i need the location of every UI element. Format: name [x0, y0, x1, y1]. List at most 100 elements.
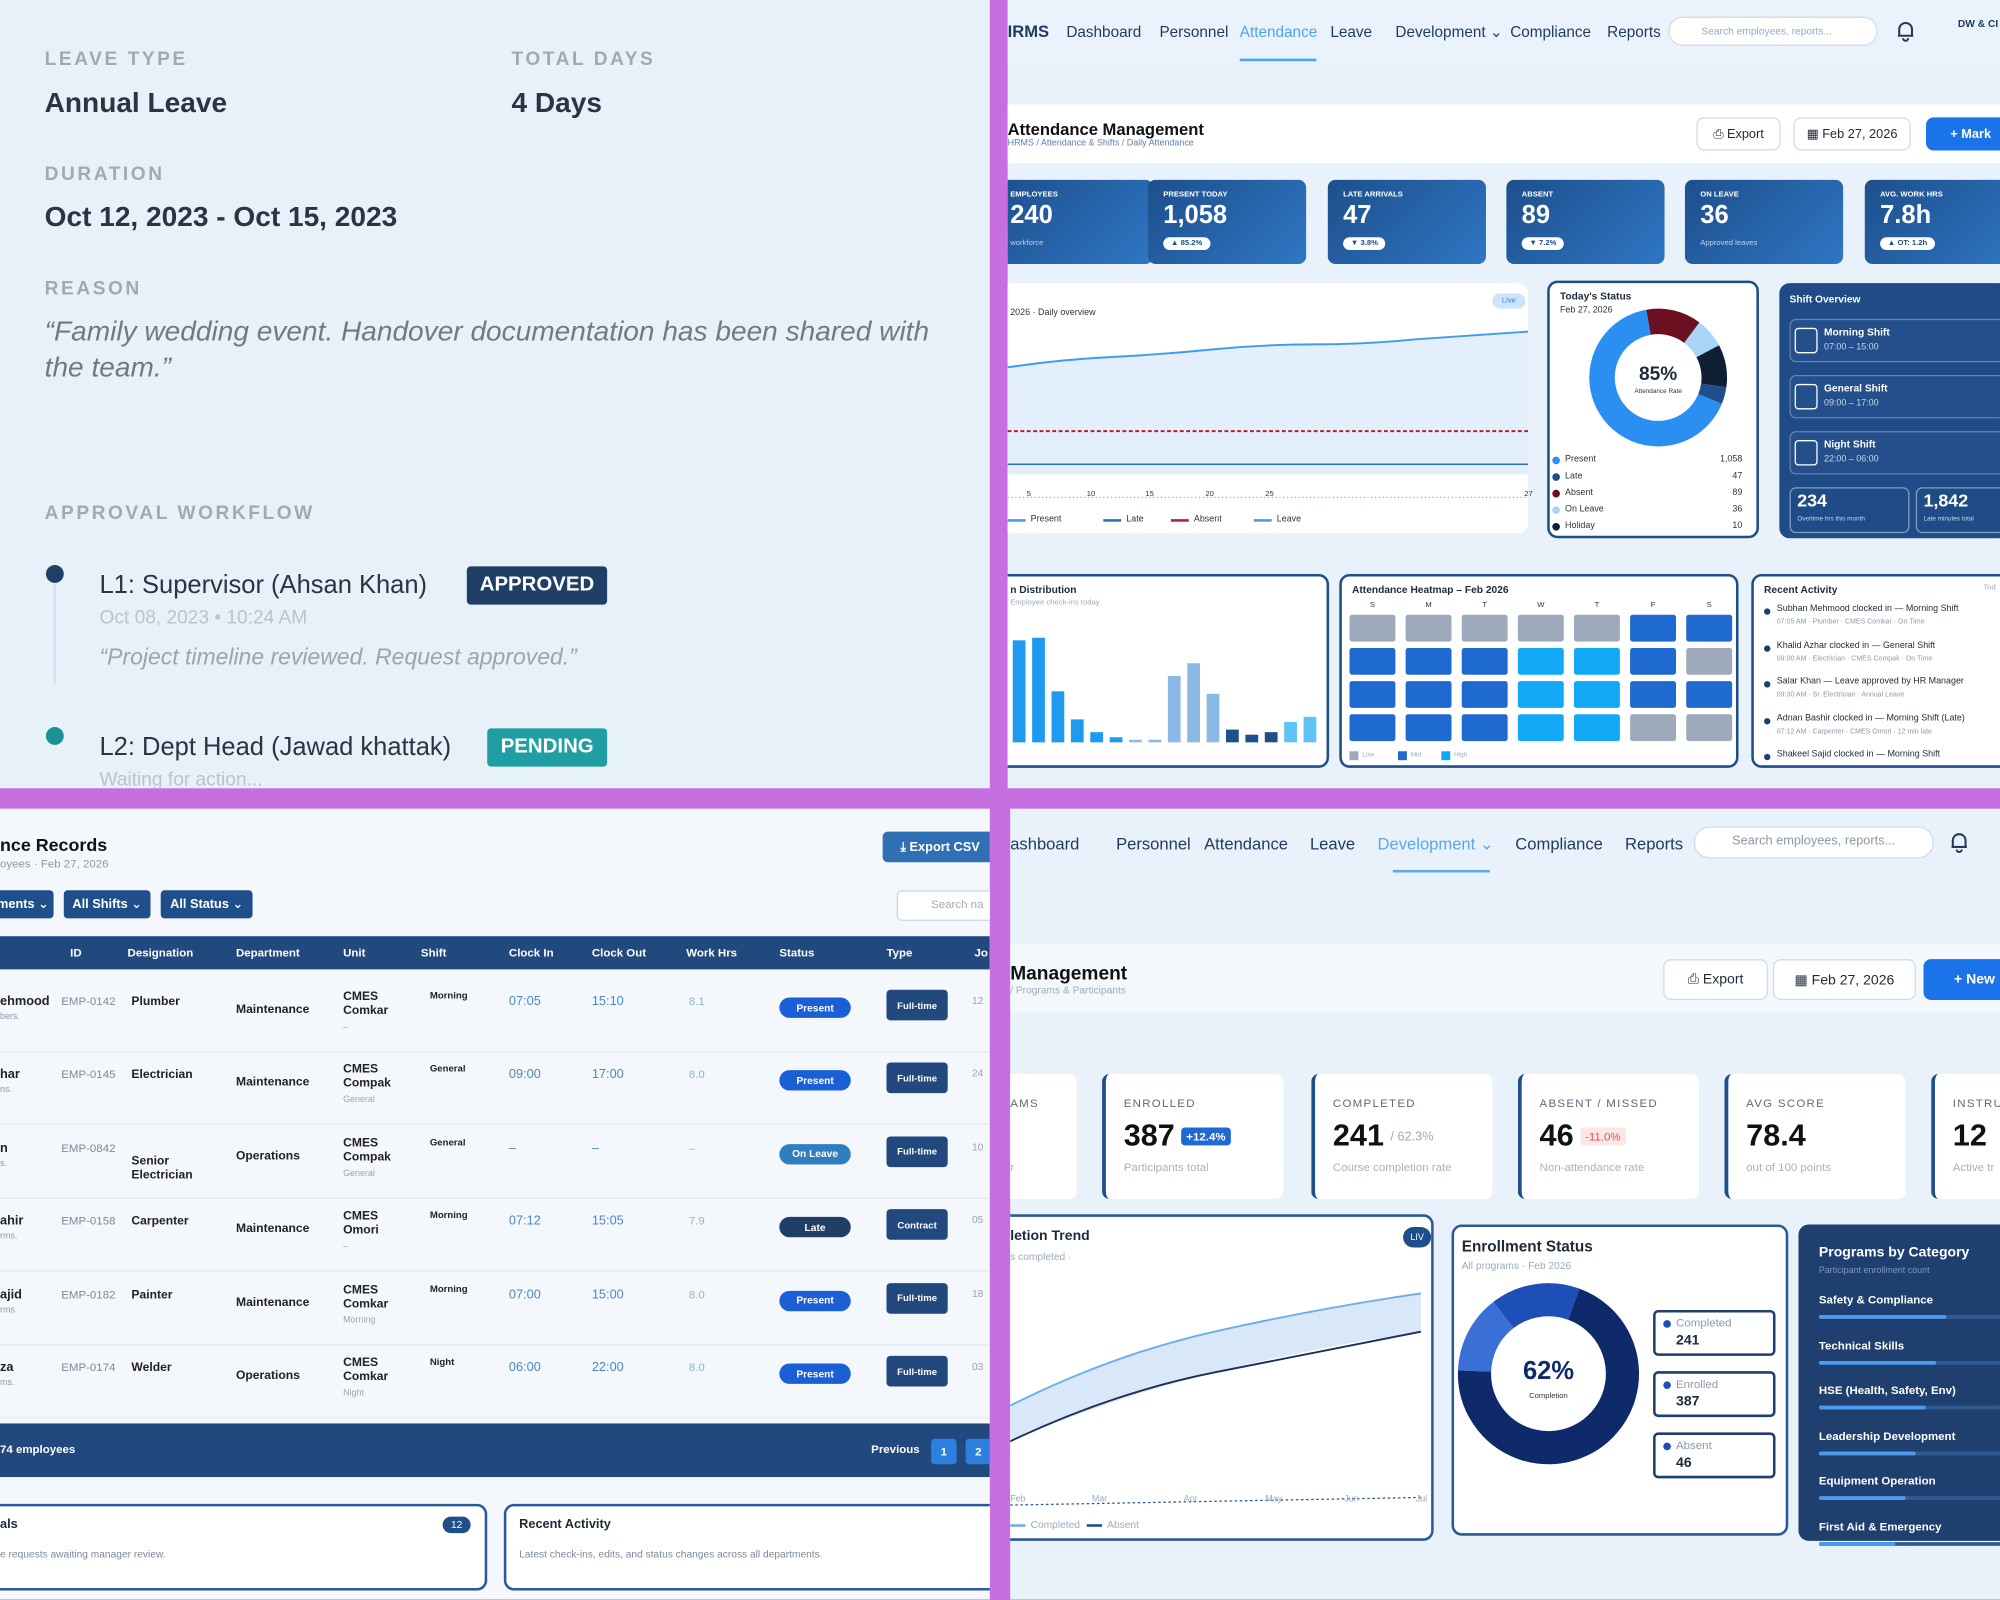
- bell-icon: [1951, 833, 1967, 853]
- page-button[interactable]: 2: [965, 1438, 990, 1465]
- filter-dropdown[interactable]: All Status ⌄: [160, 890, 253, 919]
- shift-item[interactable]: [1789, 374, 2000, 419]
- stat-value-row: 78.4: [1746, 1117, 1912, 1155]
- category-fill: [1818, 1315, 1947, 1319]
- bar: [1051, 691, 1065, 743]
- designation: Carpenter: [131, 1214, 189, 1229]
- nav-item[interactable]: Leave: [1309, 834, 1356, 854]
- stat-card: [1931, 1073, 2000, 1199]
- nav-item[interactable]: Reports: [1607, 22, 1661, 41]
- department: Maintenance: [235, 1075, 310, 1090]
- stat-card: [1724, 1073, 1906, 1199]
- stat-value: 12: [1952, 1118, 1987, 1154]
- activity-sub: 07:05 AM · Plumber · CMES Comkar · On Ti…: [1776, 618, 1925, 627]
- previous-button[interactable]: Previous: [871, 1442, 920, 1456]
- export-button[interactable]: ⎙ Export: [1663, 959, 1768, 1000]
- mark-button[interactable]: + Mark: [1926, 117, 2000, 151]
- card-subtitle: s completed ·: [1010, 1251, 1072, 1263]
- stat-sub: Course completion rate: [1332, 1160, 1452, 1174]
- search-box[interactable]: [1693, 826, 1934, 859]
- card-text: Latest check-ins, edits, and status chan…: [519, 1548, 823, 1560]
- stat-label: COMPLETED: [1332, 1096, 1416, 1110]
- filter-dropdown[interactable]: ments ⌄: [0, 890, 54, 919]
- shift-item[interactable]: [1789, 318, 2000, 363]
- unit: CMES Compak: [343, 1062, 391, 1092]
- field-label: TOTAL DAYS: [511, 48, 656, 71]
- department: Maintenance: [235, 1222, 310, 1237]
- stat-label: ON LEAVE: [1700, 191, 1739, 199]
- clock-out: 15:00: [591, 1287, 624, 1302]
- nav-item[interactable]: Compliance: [1510, 22, 1592, 41]
- date-button[interactable]: ▦ Feb 27, 2026: [1772, 959, 1916, 1000]
- stat-card: [1010, 1073, 1077, 1199]
- development-panel: ashboard Personnel Attendance Leave Developm…: [1010, 808, 2000, 1600]
- shift-title: Shift Overview: [1789, 293, 1861, 305]
- today-link[interactable]: Tod: [1983, 584, 1996, 592]
- heat-cell: [1686, 714, 1733, 742]
- nav-item[interactable]: Personnel: [1159, 22, 1229, 41]
- activity-dot: [1764, 644, 1771, 652]
- nav-item[interactable]: ashboard: [1010, 834, 1080, 854]
- department: Maintenance: [235, 1002, 310, 1017]
- filter-dropdown[interactable]: All Shifts ⌄: [63, 890, 151, 919]
- heat-cell: [1686, 614, 1733, 642]
- joined: 18: [971, 1287, 984, 1300]
- unit: CMES Comkar: [343, 1355, 389, 1384]
- clock-out: –: [591, 1141, 599, 1156]
- employee-id: EMP-0142: [61, 994, 116, 1008]
- shift-item[interactable]: [1789, 431, 2000, 475]
- bar: [1032, 637, 1045, 743]
- clock-in: –: [508, 1141, 517, 1156]
- legend-label: Mid: [1410, 751, 1421, 759]
- nav-item[interactable]: Reports: [1624, 834, 1684, 854]
- card-title: Enrollment Status: [1461, 1237, 1593, 1256]
- stat-value: 1,058: [1163, 201, 1228, 230]
- employee-sub: ms.: [0, 1378, 15, 1388]
- category-fill: [1818, 1496, 1906, 1500]
- stat-value: 46: [1539, 1118, 1574, 1154]
- legend-dot: [1552, 473, 1560, 481]
- stat-badge: +12.4%: [1181, 1127, 1231, 1146]
- work-hours: 8.0: [688, 1360, 705, 1374]
- nav-item[interactable]: Personnel: [1116, 834, 1191, 854]
- nav-item[interactable]: Attendance: [1204, 834, 1288, 854]
- column-header: Status: [779, 946, 815, 960]
- category-fill: [1818, 1405, 1927, 1410]
- date-button[interactable]: ▦ Feb 27, 2026: [1793, 117, 1911, 151]
- x-label: Mar: [1091, 1494, 1108, 1504]
- search-box[interactable]: [1668, 16, 1878, 46]
- nav-item[interactable]: Dashboard: [1066, 22, 1142, 41]
- heat-cell: [1405, 647, 1452, 675]
- unit-sub: –: [343, 1242, 349, 1252]
- bar: [1245, 734, 1259, 743]
- nav-item[interactable]: Leave: [1330, 22, 1373, 41]
- card-subtitle: Participant enrollment count: [1818, 1266, 1930, 1276]
- nav-item[interactable]: Compliance: [1515, 834, 1603, 854]
- heat-cell: [1461, 647, 1508, 675]
- nav-item[interactable]: Development ⌄: [1395, 22, 1503, 41]
- export-button[interactable]: ⎙ Export: [1696, 117, 1781, 151]
- stat-label: PRESENT TODAY: [1163, 191, 1228, 199]
- nav-item[interactable]: Attendance: [1239, 22, 1318, 41]
- employee-sub: ns.: [0, 1085, 12, 1095]
- column-header: ID: [70, 946, 82, 960]
- export-button[interactable]: ⤓ Export CSV: [882, 831, 990, 863]
- heat-cell: [1461, 714, 1508, 742]
- joined: 05: [971, 1214, 984, 1227]
- activity-text: Shakeel Sajid clocked in — Morning Shift: [1776, 749, 1941, 759]
- stat-value-row: 241 / 62.3%: [1333, 1117, 1499, 1155]
- page-button[interactable]: 1: [931, 1438, 957, 1465]
- user-name: DW & CI: [1957, 17, 1999, 30]
- nav-item[interactable]: Development ⌄: [1377, 834, 1494, 854]
- legend-swatch: [1086, 1524, 1103, 1527]
- activity-dot: [1764, 717, 1771, 724]
- shift-name: Night Shift: [1823, 438, 1876, 451]
- row-divider: [0, 1051, 990, 1053]
- new-button[interactable]: + New: [1923, 959, 2000, 1000]
- stat-value-row: 387 +12.4%: [1124, 1117, 1290, 1155]
- legend-label: Absent: [1676, 1438, 1712, 1452]
- search-box[interactable]: [896, 890, 990, 921]
- field-value: Oct 12, 2023 - Oct 15, 2023: [44, 200, 398, 233]
- status-date: Feb 27, 2026: [1559, 306, 1613, 316]
